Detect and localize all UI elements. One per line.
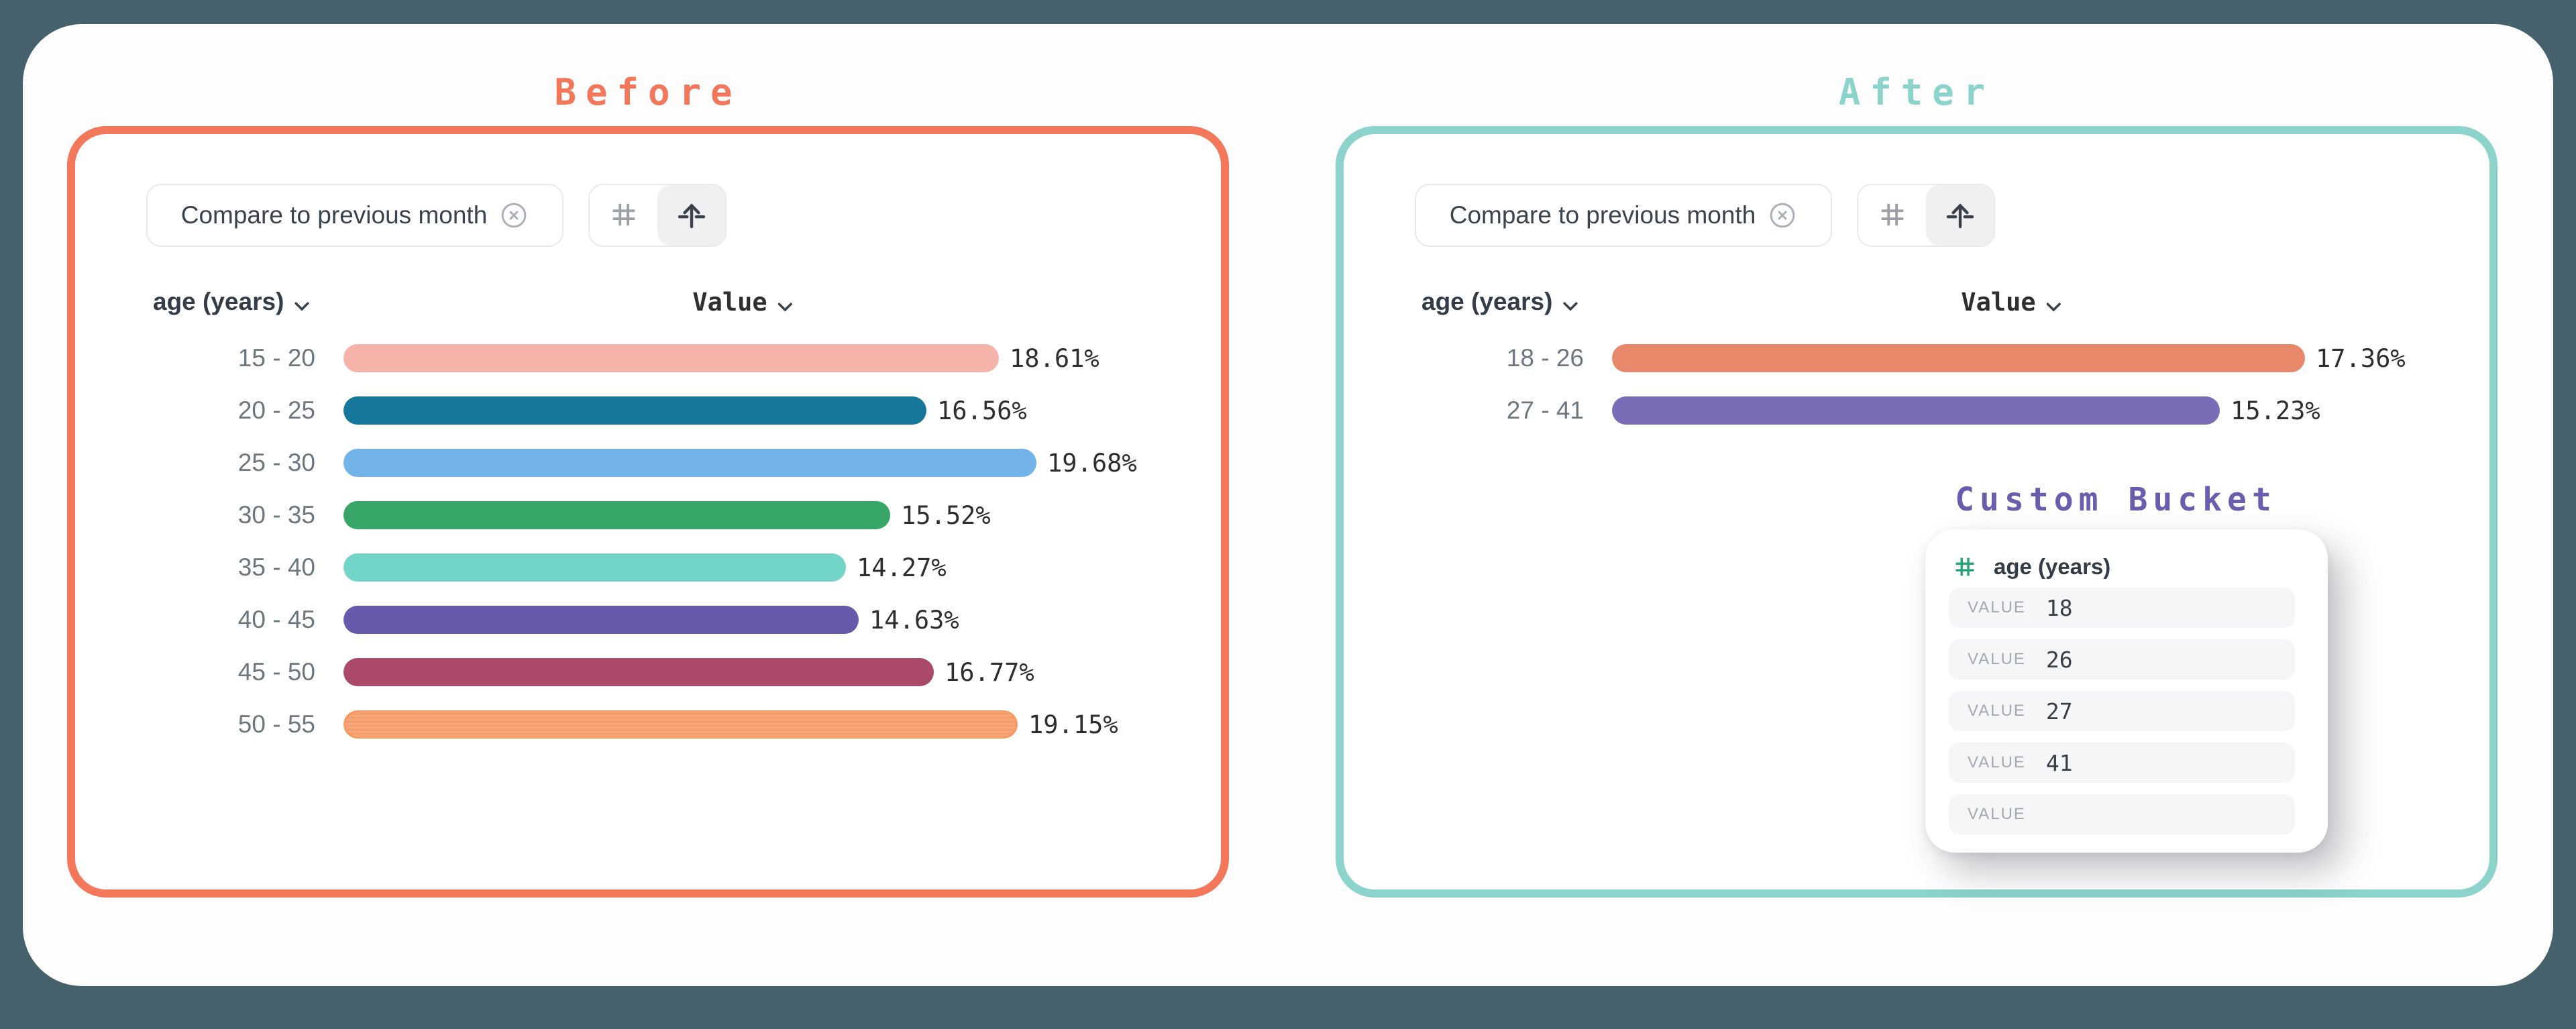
- chart-row: 15 - 20 18.61%: [75, 332, 1221, 384]
- chevron-down-icon: [2045, 290, 2063, 319]
- bucket-field-name: age (years): [1994, 554, 2111, 579]
- chart-row: 20 - 25 16.56%: [75, 384, 1221, 437]
- filter-chip-label: Compare to previous month: [180, 201, 488, 229]
- bucket-value-field-label: VALUE: [1968, 598, 2026, 616]
- before-panel: Compare to previous month age (years): [67, 126, 1229, 898]
- filter-chip-label: Compare to previous month: [1449, 201, 1756, 229]
- bar[interactable]: [343, 710, 1018, 739]
- bar[interactable]: [1612, 396, 2220, 425]
- bar-value-label: 14.27%: [857, 553, 947, 582]
- dimension-column-header[interactable]: age (years): [1421, 286, 1579, 318]
- before-chart: 15 - 20 18.61% 20 - 25 16.56% 25 - 30 19.68% 3…: [75, 332, 1221, 751]
- bar-value-label: 16.56%: [937, 396, 1027, 425]
- custom-bucket-popup: age (years) VALUE 18 VALUE 26 VALUE 27 VALUE 41…: [1925, 529, 2328, 853]
- row-label: 50 - 55: [237, 710, 315, 738]
- after-title: After: [1838, 71, 1995, 113]
- bucket-value-field-label: VALUE: [1968, 650, 2026, 668]
- bucket-value-field-label: VALUE: [1968, 702, 2026, 720]
- dimension-header-label: age (years): [153, 288, 284, 315]
- content-card: Before After Compare to previous month: [23, 24, 2553, 986]
- chart-row: 25 - 30 19.68%: [75, 437, 1221, 489]
- after-chart: 18 - 26 17.36% 27 - 41 15.23%: [1344, 332, 2489, 437]
- bar[interactable]: [343, 449, 1036, 477]
- bucket-value-list: VALUE 18 VALUE 26 VALUE 27 VALUE 41 VALUE: [1949, 588, 2295, 846]
- filter-chip[interactable]: Compare to previous month: [1415, 184, 1832, 247]
- custom-bucket-title: Custom Bucket: [1955, 481, 2277, 519]
- bucket-value-row[interactable]: VALUE 18: [1949, 588, 2295, 628]
- row-label: 35 - 40: [237, 553, 315, 581]
- dimension-column-header[interactable]: age (years): [153, 286, 311, 318]
- value-header-label: Value: [1961, 288, 2036, 317]
- row-label: 18 - 26: [1506, 344, 1584, 372]
- bucket-value-row[interactable]: VALUE 27: [1949, 691, 2295, 731]
- value-column-header[interactable]: Value: [1961, 286, 2062, 319]
- remove-filter-icon[interactable]: [499, 201, 529, 230]
- chevron-down-icon: [777, 290, 794, 319]
- filter-chip[interactable]: Compare to previous month: [146, 184, 564, 247]
- row-label: 40 - 45: [237, 606, 315, 633]
- numeric-view-button[interactable]: [1858, 185, 1926, 246]
- arrow-up-bucket-icon: [1944, 199, 1976, 233]
- value-header-label: Value: [692, 288, 767, 317]
- table-header-row: age (years) Value: [1344, 286, 2489, 319]
- bucket-field-header: age (years): [1925, 529, 2328, 584]
- bar[interactable]: [343, 606, 859, 634]
- bar-value-label: 14.63%: [869, 605, 959, 635]
- chart-row: 18 - 26 17.36%: [1344, 332, 2489, 384]
- row-label: 15 - 20: [237, 344, 315, 372]
- table-header-row: age (years) Value: [75, 286, 1221, 319]
- bar-value-label: 19.15%: [1028, 710, 1118, 739]
- bar-value-label: 15.52%: [901, 500, 991, 530]
- hash-grid-icon: [608, 199, 639, 232]
- numeric-field-icon: [1952, 554, 1978, 580]
- custom-bucket-button[interactable]: [1926, 185, 1994, 246]
- bucket-value-field-label: VALUE: [1968, 753, 2026, 771]
- bucket-value-row[interactable]: VALUE 26: [1949, 639, 2295, 680]
- chart-row: 40 - 45 14.63%: [75, 594, 1221, 646]
- row-label: 30 - 35: [237, 501, 315, 529]
- bar[interactable]: [343, 396, 926, 425]
- row-label: 45 - 50: [237, 658, 315, 686]
- after-panel: Compare to previous month age (years): [1336, 126, 2498, 898]
- bar[interactable]: [343, 553, 846, 582]
- custom-bucket-button[interactable]: [657, 185, 725, 246]
- hash-grid-icon: [1877, 199, 1908, 232]
- chart-row: 45 - 50 16.77%: [75, 646, 1221, 698]
- bar[interactable]: [1612, 344, 2305, 372]
- bucket-value-row[interactable]: VALUE: [1949, 794, 2295, 834]
- value-column-header[interactable]: Value: [692, 286, 794, 319]
- arrow-up-bucket-icon: [676, 199, 708, 233]
- bucket-value-row[interactable]: VALUE 41: [1949, 743, 2295, 783]
- chart-row: 27 - 41 15.23%: [1344, 384, 2489, 437]
- chart-row: 50 - 55 19.15%: [75, 698, 1221, 751]
- bar[interactable]: [343, 658, 934, 686]
- row-label: 27 - 41: [1506, 396, 1584, 424]
- dimension-header-label: age (years): [1421, 288, 1553, 315]
- bar-value-label: 16.77%: [945, 657, 1034, 687]
- numeric-view-button[interactable]: [590, 185, 657, 246]
- field-display-toggle: [588, 184, 727, 247]
- remove-filter-icon[interactable]: [1768, 201, 1797, 230]
- bar[interactable]: [343, 501, 890, 529]
- bucket-value: 18: [2045, 594, 2073, 621]
- field-display-toggle: [1857, 184, 1995, 247]
- bar-value-label: 18.61%: [1010, 343, 1099, 373]
- bar-value-label: 15.23%: [2231, 396, 2320, 425]
- bucket-value: 26: [2045, 646, 2073, 673]
- bucket-value: 41: [2045, 749, 2073, 776]
- row-label: 20 - 25: [237, 396, 315, 424]
- bar[interactable]: [343, 344, 999, 372]
- bar-value-label: 17.36%: [2316, 343, 2406, 373]
- chart-row: 35 - 40 14.27%: [75, 541, 1221, 594]
- bar-value-label: 19.68%: [1047, 448, 1137, 478]
- bucket-value: 27: [2045, 698, 2073, 724]
- bucket-value-field-label: VALUE: [1968, 805, 2026, 823]
- chart-row: 30 - 35 15.52%: [75, 489, 1221, 541]
- chevron-down-icon: [1562, 290, 1579, 318]
- row-label: 25 - 30: [237, 449, 315, 476]
- chevron-down-icon: [293, 290, 311, 318]
- before-title: Before: [554, 71, 742, 113]
